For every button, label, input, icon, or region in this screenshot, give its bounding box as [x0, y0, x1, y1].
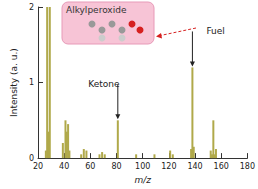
svg-text:160: 160 [214, 162, 229, 171]
svg-text:Alkylperoxide: Alkylperoxide [66, 5, 127, 15]
svg-text:1: 1 [29, 78, 34, 87]
svg-text:m/z: m/z [134, 175, 151, 185]
svg-text:60: 60 [85, 162, 95, 171]
svg-text:Fuel: Fuel [206, 26, 224, 36]
svg-text:80: 80 [111, 162, 121, 171]
svg-text:40: 40 [59, 162, 69, 171]
svg-text:120: 120 [161, 162, 176, 171]
svg-text:20: 20 [33, 162, 43, 171]
svg-text:2: 2 [29, 3, 34, 12]
svg-text:0: 0 [28, 153, 34, 163]
svg-text:Intensity (a. u.): Intensity (a. u.) [9, 48, 19, 117]
svg-text:100: 100 [135, 162, 150, 171]
svg-text:180: 180 [240, 162, 255, 171]
svg-text:140: 140 [187, 162, 202, 171]
svg-text:Ketone: Ketone [88, 79, 120, 89]
